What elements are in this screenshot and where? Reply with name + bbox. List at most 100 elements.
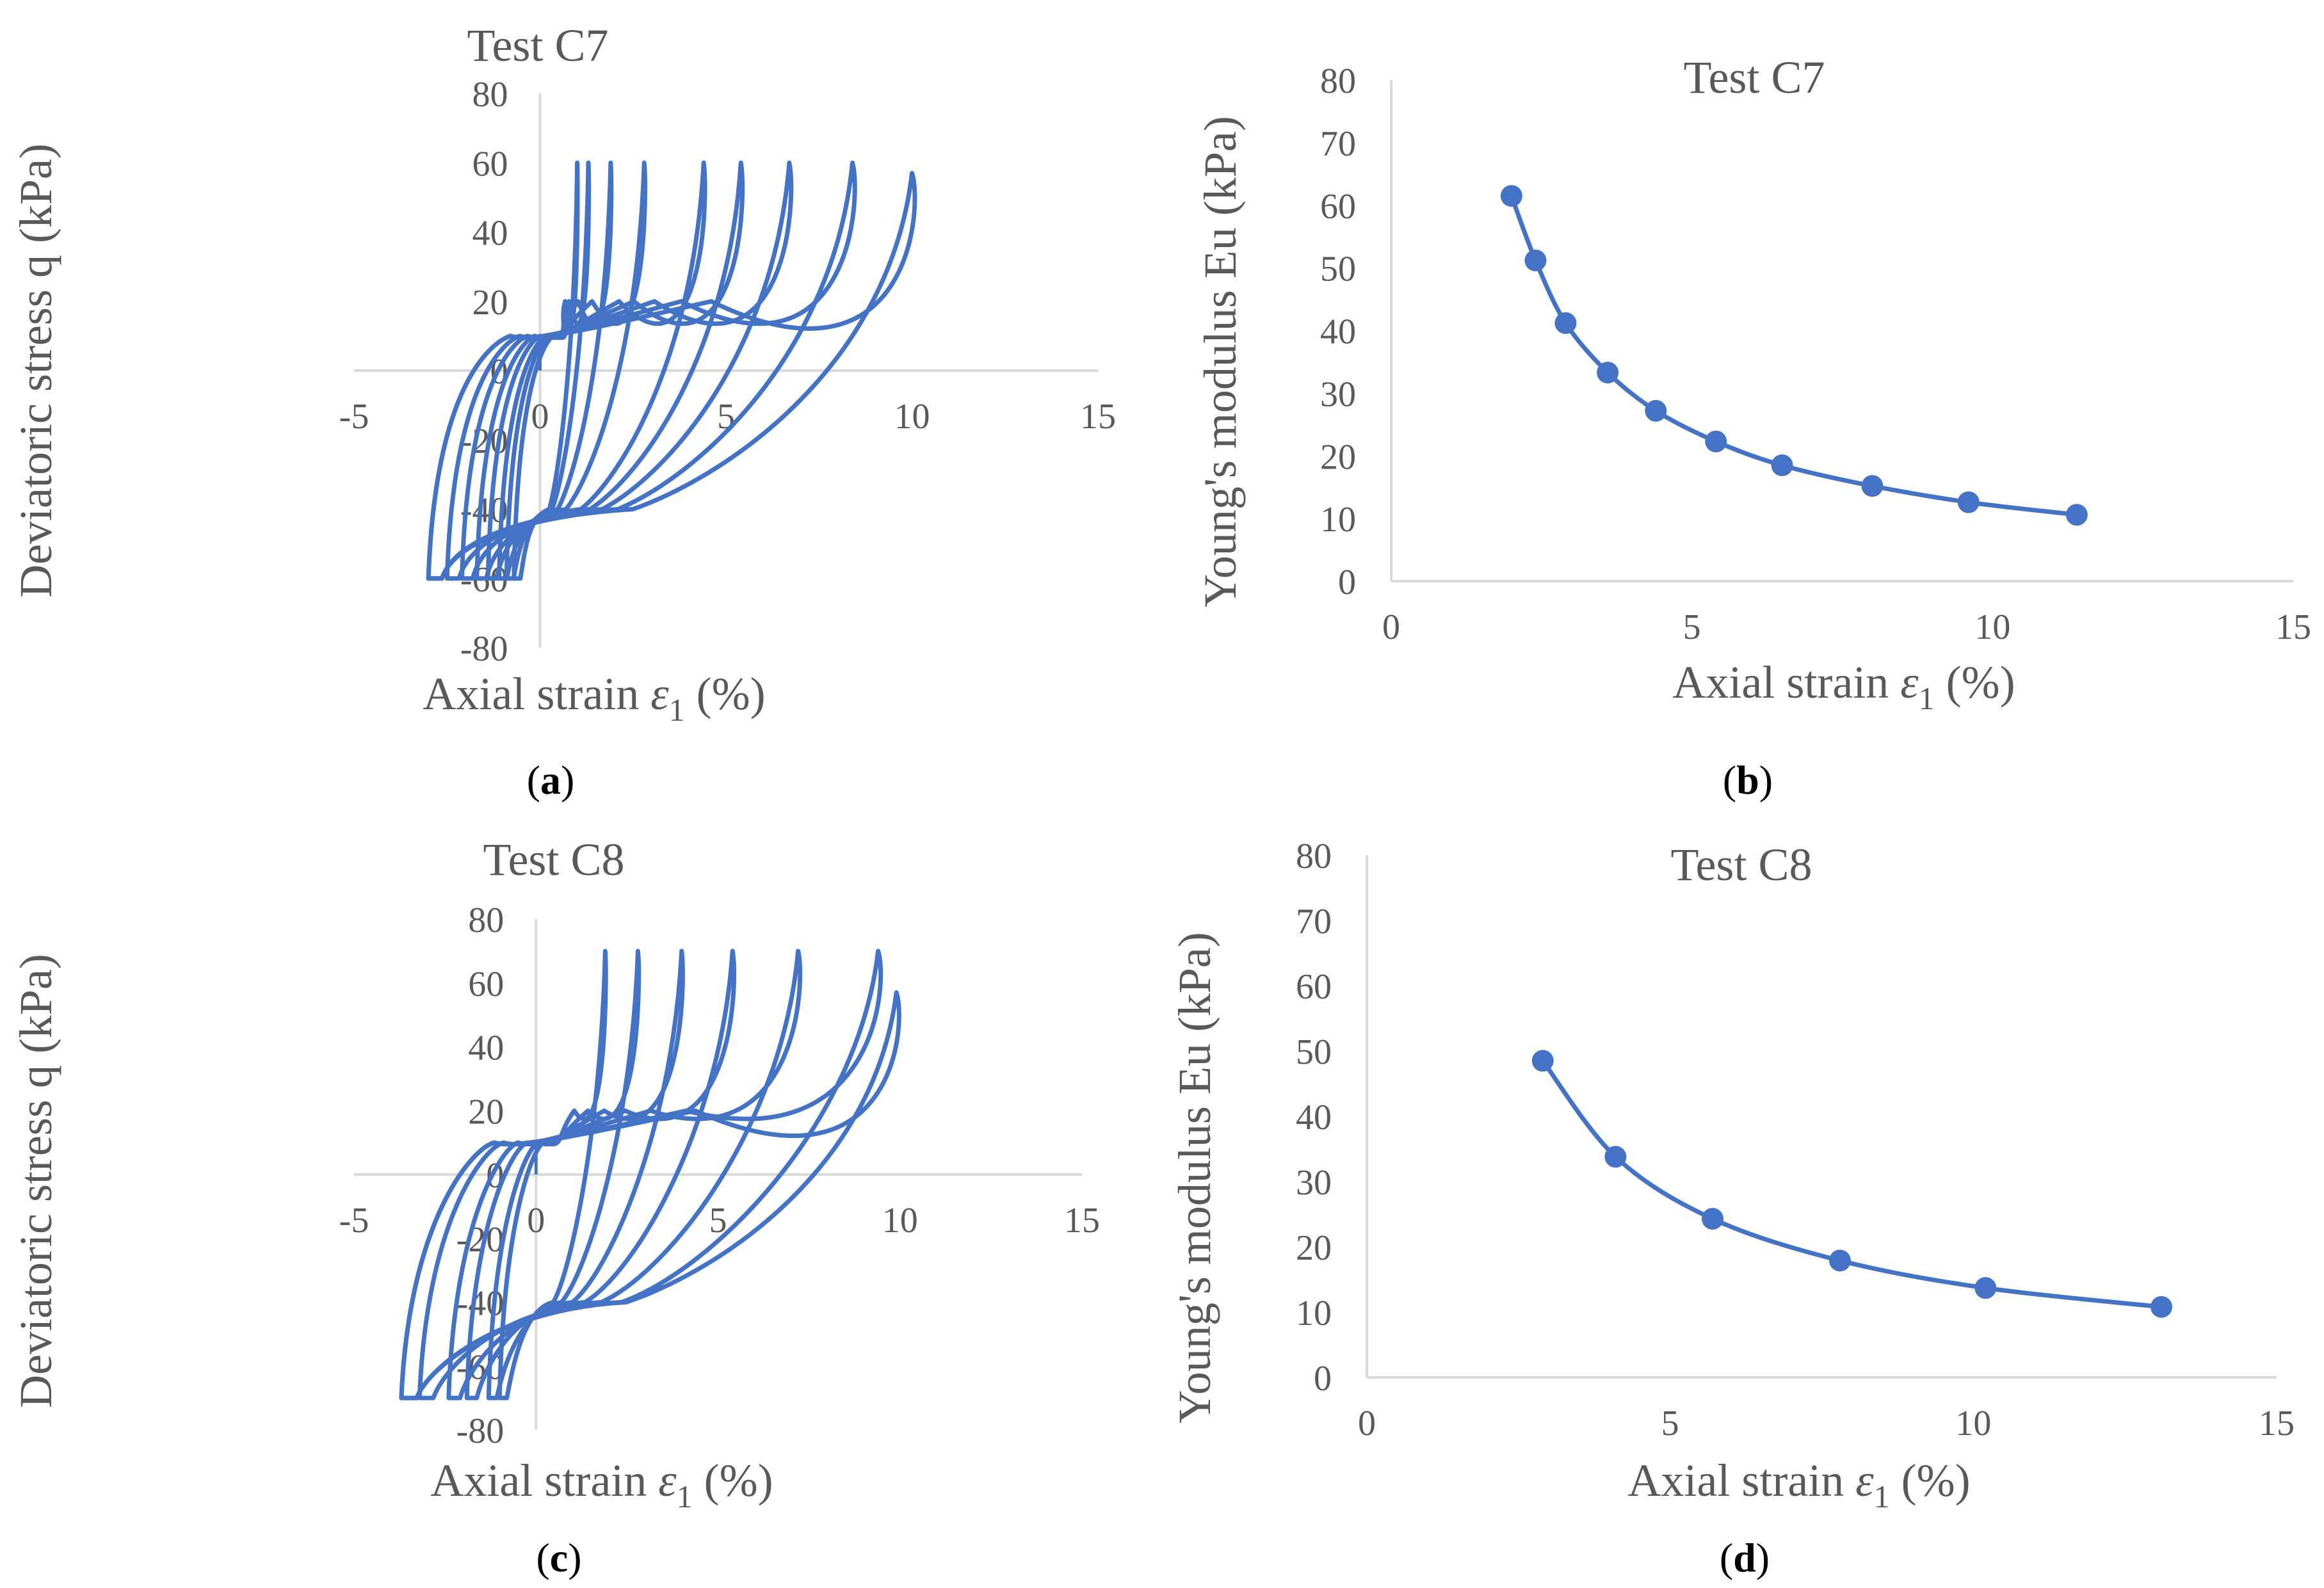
- y-tick-label: 60: [1296, 967, 1332, 1007]
- panel-label-letter: a: [540, 757, 561, 803]
- panel-label-letter: b: [1736, 757, 1759, 803]
- y-tick-label: 40: [1296, 1098, 1332, 1137]
- x-tick-label: 0: [1358, 1404, 1376, 1443]
- y-tick-label: 40: [468, 1029, 504, 1068]
- data-point: [1645, 399, 1667, 422]
- y-tick-label: 10: [1320, 500, 1356, 540]
- x-axis-label-part: (%): [1935, 657, 2015, 708]
- x-tick-label: 15: [2259, 1404, 2295, 1443]
- x-axis-label: Axial strain ε1 (%): [430, 1455, 773, 1514]
- data-point: [1597, 362, 1619, 384]
- panel-label-paren: (: [1723, 757, 1736, 803]
- data-point: [1604, 1146, 1627, 1168]
- x-axis-label-symbol: ε: [650, 668, 669, 719]
- x-axis-label-part: (%): [1890, 1455, 1971, 1506]
- data-point: [1974, 1277, 1997, 1299]
- x-tick-label: 5: [1683, 607, 1701, 647]
- panel-label-paren: ): [1756, 1535, 1770, 1580]
- x-tick-label: 10: [894, 397, 930, 437]
- x-tick-label: -5: [339, 397, 369, 437]
- data-point: [1554, 312, 1577, 334]
- chart-title: Test C7: [467, 20, 609, 71]
- hysteresis-loop: [426, 171, 917, 581]
- x-axis-label-part: Axial strain: [1627, 1455, 1855, 1506]
- panel-label-paren: ): [561, 757, 574, 803]
- y-tick-label: -80: [460, 629, 508, 669]
- y-tick-label: 60: [1320, 187, 1356, 227]
- panel-label-paren: (: [536, 1535, 549, 1580]
- hysteresis-loop: [399, 990, 901, 1400]
- hysteresis-loop: [464, 949, 685, 1400]
- y-tick-label: 80: [468, 901, 504, 940]
- panel-label-paren: ): [568, 1535, 581, 1580]
- panel-label-letter: c: [550, 1535, 568, 1580]
- panel-label-paren: ): [1759, 757, 1773, 803]
- x-tick-label: 0: [527, 1201, 545, 1240]
- y-axis-label: Deviatoric stress q (kPa): [10, 143, 61, 598]
- x-tick-label: 10: [1974, 607, 2010, 647]
- y-tick-label: 40: [1320, 312, 1356, 352]
- y-tick-label: 0: [1314, 1359, 1332, 1399]
- data-point: [1705, 430, 1727, 453]
- x-axis-label-subscript: 1: [1919, 680, 1935, 716]
- x-axis-label-symbol: ε: [1855, 1455, 1874, 1506]
- x-tick-label: 15: [1080, 397, 1116, 437]
- x-tick-label: 10: [1955, 1404, 1991, 1443]
- x-axis-label-symbol: ε: [658, 1455, 677, 1506]
- y-tick-label: 80: [1320, 61, 1356, 101]
- panel-label-paren: (: [1720, 1535, 1733, 1580]
- x-axis-label-part: Axial strain: [1672, 657, 1900, 708]
- x-axis-label: Axial strain ε1 (%): [423, 668, 765, 728]
- chart-title: Test C8: [1671, 839, 1812, 890]
- y-axis-label: Deviatoric stress q (kPa): [10, 954, 61, 1408]
- data-point: [2065, 504, 2088, 526]
- y-tick-label: 20: [1320, 437, 1356, 477]
- x-tick-label: 0: [1382, 607, 1400, 647]
- x-axis-label: Axial strain ε1 (%): [1672, 657, 2015, 716]
- modulus-curve: [1509, 195, 2078, 517]
- y-tick-label: 20: [468, 1092, 504, 1132]
- data-point: [1861, 475, 1884, 497]
- x-tick-label: -5: [339, 1201, 369, 1240]
- y-tick-label: 20: [1296, 1228, 1332, 1268]
- y-tick-label: 20: [472, 283, 508, 323]
- x-axis-label-subscript: 1: [677, 1479, 693, 1514]
- panel-label-paren: (: [527, 757, 540, 803]
- x-axis-label-subscript: 1: [669, 692, 685, 728]
- chart-title: Test C7: [1684, 52, 1825, 103]
- x-axis-label-symbol: ε: [1900, 657, 1919, 708]
- panel-label-letter: d: [1733, 1535, 1756, 1580]
- x-axis-label-part: (%): [685, 668, 766, 719]
- x-tick-label: 10: [882, 1201, 918, 1240]
- modulus-curve: [1540, 1059, 2162, 1310]
- y-tick-label: 80: [1296, 837, 1332, 876]
- data-point: [1771, 454, 1793, 476]
- y-tick-label: 0: [1338, 563, 1356, 602]
- y-tick-label: -80: [456, 1411, 504, 1451]
- y-tick-label: 40: [472, 214, 508, 253]
- x-axis-label-part: (%): [693, 1455, 773, 1506]
- data-point: [2151, 1295, 2173, 1318]
- hysteresis-loop: [446, 949, 736, 1400]
- data-point: [1531, 1050, 1554, 1072]
- panel-label: (d): [1720, 1535, 1770, 1580]
- hysteresis-loop: [444, 160, 794, 581]
- y-axis-label: Young's modulus Eu (kPa): [1195, 116, 1246, 607]
- x-axis-label-part: Axial strain: [423, 668, 650, 719]
- panel-label: (a): [527, 757, 575, 803]
- y-tick-label: 30: [1296, 1163, 1332, 1203]
- x-tick-label: 0: [531, 397, 549, 437]
- x-axis-label-subscript: 1: [1874, 1479, 1890, 1514]
- panel-d-chart: 0 10 20 30 40 50 60 70 80 0 5 10 15 Test C8 Axial stra…: [1169, 837, 2295, 1580]
- data-point: [1701, 1208, 1723, 1230]
- x-tick-label: 15: [2275, 607, 2311, 647]
- y-tick-label: 50: [1320, 250, 1356, 289]
- hysteresis-loop: [417, 949, 803, 1400]
- data-point: [1957, 491, 1980, 513]
- y-tick-label: 60: [468, 965, 504, 1004]
- panel-label: (c): [536, 1535, 581, 1580]
- y-tick-label: 70: [1296, 902, 1332, 942]
